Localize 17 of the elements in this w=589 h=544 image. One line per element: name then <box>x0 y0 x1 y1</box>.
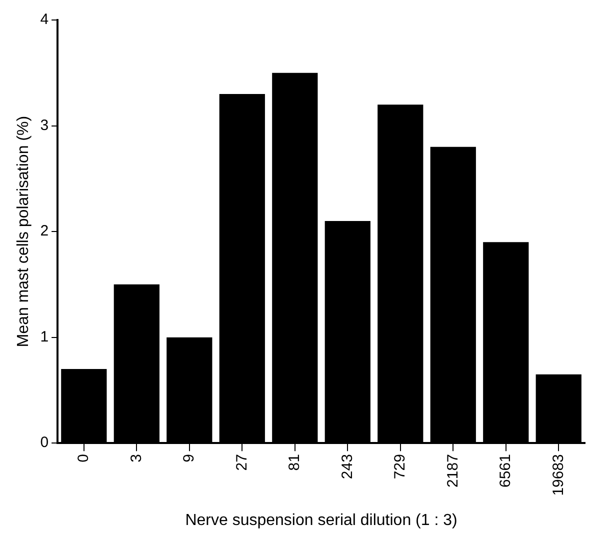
x-tick-label: 0 <box>75 454 92 462</box>
x-tick-label: 81 <box>286 454 304 471</box>
y-axis-title: Mean mast cells polarisation (%) <box>15 116 32 348</box>
x-tick-label: 729 <box>392 454 409 480</box>
y-tick-label: 3 <box>40 116 49 134</box>
x-tick-label: 6561 <box>497 454 514 488</box>
y-tick-label: 1 <box>40 328 49 346</box>
x-axis-title: Nerve suspension serial dilution (1 : 3) <box>185 512 458 529</box>
x-tick-label: 243 <box>338 454 356 480</box>
x-tick-label: 27 <box>233 454 250 471</box>
x-tick-label: 3 <box>128 454 145 462</box>
y-tick-label: 0 <box>40 434 49 452</box>
x-tick-label: 2187 <box>444 454 462 488</box>
x-tick-label: 9 <box>180 454 198 462</box>
y-tick-label: 4 <box>40 11 49 28</box>
y-tick-label: 2 <box>40 222 49 240</box>
x-tick-label: 19683 <box>550 454 567 496</box>
